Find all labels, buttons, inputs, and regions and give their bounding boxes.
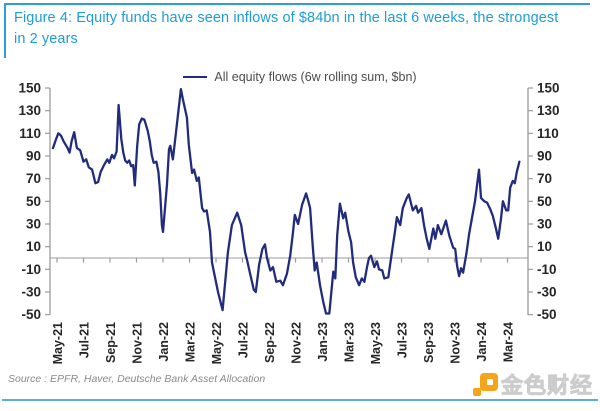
svg-text:150: 150: [18, 81, 41, 96]
svg-text:Nov-21: Nov-21: [131, 322, 145, 364]
svg-text:Jul-21: Jul-21: [78, 322, 92, 358]
svg-text:Jan-24: Jan-24: [475, 322, 489, 362]
svg-text:Nov-22: Nov-22: [290, 322, 304, 364]
svg-text:Mar-24: Mar-24: [502, 322, 516, 362]
svg-text:90: 90: [537, 149, 552, 164]
svg-text:May-23: May-23: [369, 322, 383, 364]
watermark-text: 金色财经: [500, 373, 593, 399]
svg-text:150: 150: [537, 81, 560, 96]
svg-text:Sep-22: Sep-22: [263, 322, 277, 363]
equity-flows-line: [51, 87, 521, 315]
legend: All equity flows (6w rolling sum, $bn): [0, 70, 600, 84]
svg-text:30: 30: [26, 217, 41, 232]
svg-text:90: 90: [26, 149, 41, 164]
svg-text:Jul-23: Jul-23: [396, 322, 410, 358]
watermark-logo-icon: [472, 373, 498, 398]
svg-text:May-21: May-21: [51, 322, 65, 364]
svg-text:70: 70: [26, 171, 41, 186]
svg-text:Sep-23: Sep-23: [422, 322, 436, 363]
svg-text:-10: -10: [537, 262, 557, 277]
svg-text:Sep-21: Sep-21: [104, 322, 118, 363]
svg-text:50: 50: [537, 194, 552, 209]
svg-text:-30: -30: [537, 284, 557, 299]
svg-text:30: 30: [537, 217, 552, 232]
svg-text:110: 110: [19, 126, 41, 141]
svg-text:-50: -50: [537, 307, 557, 322]
svg-text:50: 50: [26, 194, 41, 209]
svg-text:110: 110: [537, 126, 559, 141]
svg-text:Jul-22: Jul-22: [237, 322, 251, 358]
svg-text:130: 130: [537, 103, 560, 118]
svg-text:130: 130: [18, 103, 41, 118]
watermark: 金色财经: [472, 373, 593, 399]
svg-text:May-22: May-22: [210, 322, 224, 364]
svg-text:Mar-22: Mar-22: [184, 322, 198, 362]
legend-label: All equity flows (6w rolling sum, $bn): [214, 70, 417, 84]
svg-text:70: 70: [537, 171, 552, 186]
top-accent-line: [4, 3, 590, 5]
plot-area: 150 150 130 130 110 110 90 90 70 70 50 50 30 30 10 10 -1…: [18, 81, 559, 365]
svg-text:10: 10: [26, 239, 41, 254]
svg-text:Mar-23: Mar-23: [343, 322, 357, 362]
page-title: Figure 4: Equity funds have seen inflows…: [14, 10, 559, 47]
svg-text:-10: -10: [21, 262, 41, 277]
bottom-accent-line: [2, 399, 598, 401]
svg-text:Nov-23: Nov-23: [449, 322, 463, 364]
svg-text:Jan-23: Jan-23: [316, 322, 330, 362]
legend-line-swatch: [183, 76, 208, 78]
svg-text:Jan-22: Jan-22: [157, 322, 171, 362]
svg-text:-50: -50: [21, 307, 41, 322]
svg-text:10: 10: [537, 239, 552, 254]
left-accent-line: [4, 3, 6, 58]
source-note: Source : EPFR, Haver, Deutsche Bank Asse…: [8, 373, 266, 385]
svg-text:-30: -30: [21, 284, 41, 299]
